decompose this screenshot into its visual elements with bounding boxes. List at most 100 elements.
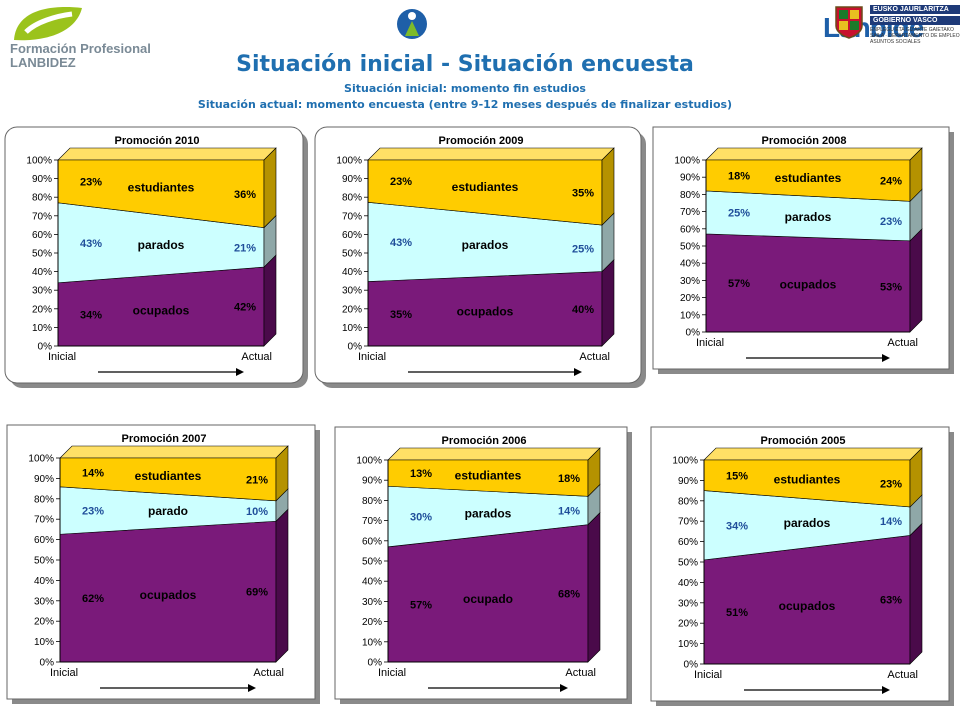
y-tick-label: 90% bbox=[342, 174, 362, 185]
series-label-parados: parados bbox=[784, 516, 831, 530]
chart-title: Promoción 2010 bbox=[115, 135, 200, 147]
gov-logo-sub: ENPLEGU ETA GIZARTE GAIETAKO SAILA · DEP… bbox=[870, 27, 960, 45]
data-label-estudiantes-actual: 36% bbox=[234, 189, 256, 201]
y-tick-label: 30% bbox=[32, 286, 52, 297]
data-label-estudiantes-actual: 24% bbox=[880, 176, 902, 188]
y-tick-label: 20% bbox=[680, 293, 700, 304]
chart-title: Promoción 2005 bbox=[761, 435, 846, 447]
arrow-right-icon bbox=[882, 354, 890, 362]
y-tick-label: 90% bbox=[678, 476, 698, 487]
x-tick-label-actual: Actual bbox=[887, 337, 918, 349]
area-top-estudiantes bbox=[705, 147, 923, 161]
area-top-estudiantes bbox=[59, 445, 289, 459]
x-tick-label-inicial: Inicial bbox=[694, 669, 722, 681]
data-label-ocupados-inicial: 62% bbox=[82, 593, 104, 605]
y-tick-label: 60% bbox=[32, 230, 52, 241]
y-tick-label: 80% bbox=[680, 190, 700, 201]
arrow-right-icon bbox=[248, 684, 256, 692]
y-tick-label: 60% bbox=[362, 536, 382, 547]
data-label-parados-inicial: 43% bbox=[390, 237, 412, 249]
y-tick-label: 50% bbox=[32, 249, 52, 260]
chart-svg: Promoción 2008 0% 10% 20% 30% 40% 50% 60% 70% 80%… bbox=[652, 126, 954, 374]
data-label-ocupados-inicial: 57% bbox=[410, 599, 432, 611]
arrow-right-icon bbox=[560, 684, 568, 692]
y-tick-label: 0% bbox=[40, 658, 55, 669]
area-side-ocupados bbox=[909, 228, 923, 333]
y-tick-label: 70% bbox=[362, 516, 382, 527]
chart-panel-2008: Promoción 2008 0% 10% 20% 30% 40% 50% 60% 70% 80%… bbox=[652, 126, 956, 376]
x-tick-label-inicial: Inicial bbox=[378, 667, 406, 679]
y-tick-label: 0% bbox=[686, 328, 701, 339]
fp-leaf-icon bbox=[14, 7, 82, 41]
series-label-parados: parados bbox=[138, 238, 185, 252]
y-tick-label: 50% bbox=[34, 556, 54, 567]
series-label-parados: parados bbox=[465, 507, 512, 521]
chart-panel-2010: Promoción 2010 0% 10% 20% 30% 40% 50% 60% 70% 80%… bbox=[4, 126, 310, 390]
area-side-ocupados bbox=[275, 508, 289, 663]
chart-title: Promoción 2008 bbox=[762, 135, 847, 147]
y-tick-label: 40% bbox=[362, 577, 382, 588]
y-tick-label: 70% bbox=[34, 515, 54, 526]
chart-panel-2009: Promoción 2009 0% 10% 20% 30% 40% 50% 60% 70% 80%… bbox=[314, 126, 648, 390]
area-side-ocupados bbox=[909, 522, 923, 665]
y-tick-label: 50% bbox=[342, 249, 362, 260]
y-tick-label: 90% bbox=[362, 476, 382, 487]
area-top-estudiantes bbox=[703, 447, 923, 461]
area-side-estudiantes bbox=[587, 447, 601, 498]
y-tick-label: 80% bbox=[342, 193, 362, 204]
y-tick-label: 100% bbox=[28, 454, 54, 465]
y-tick-label: 50% bbox=[362, 557, 382, 568]
y-tick-label: 0% bbox=[684, 660, 699, 671]
data-label-estudiantes-inicial: 15% bbox=[726, 470, 748, 482]
chart-panel-2007: Promoción 2007 0% 10% 20% 30% 40% 50% 60% 70% 80%… bbox=[6, 424, 322, 706]
data-label-estudiantes-actual: 23% bbox=[880, 478, 902, 490]
series-label-ocupados: ocupados bbox=[779, 599, 836, 613]
data-label-ocupados-actual: 68% bbox=[558, 588, 580, 600]
data-label-parados-actual: 14% bbox=[880, 516, 902, 528]
y-tick-label: 10% bbox=[680, 310, 700, 321]
y-tick-label: 20% bbox=[362, 617, 382, 628]
x-tick-label-actual: Actual bbox=[565, 667, 596, 679]
y-tick-label: 30% bbox=[678, 598, 698, 609]
series-label-ocupados: ocupados bbox=[780, 278, 837, 292]
y-tick-label: 10% bbox=[342, 323, 362, 334]
y-tick-label: 0% bbox=[38, 342, 53, 353]
y-tick-label: 90% bbox=[680, 173, 700, 184]
x-tick-label-actual: Actual bbox=[887, 669, 918, 681]
y-tick-label: 100% bbox=[356, 456, 382, 467]
y-tick-label: 30% bbox=[34, 596, 54, 607]
series-label-parados: parado bbox=[148, 504, 188, 518]
y-tick-label: 40% bbox=[34, 576, 54, 587]
y-tick-label: 40% bbox=[678, 578, 698, 589]
chart-svg: Promoción 2009 0% 10% 20% 30% 40% 50% 60% 70% 80%… bbox=[314, 126, 646, 388]
y-tick-label: 100% bbox=[672, 456, 698, 467]
y-tick-label: 100% bbox=[26, 156, 52, 167]
data-label-ocupados-actual: 63% bbox=[880, 595, 902, 607]
y-tick-label: 70% bbox=[342, 211, 362, 222]
y-tick-label: 20% bbox=[342, 304, 362, 315]
data-label-ocupados-inicial: 51% bbox=[726, 607, 748, 619]
data-label-ocupados-actual: 42% bbox=[234, 302, 256, 314]
y-tick-label: 100% bbox=[336, 156, 362, 167]
y-tick-label: 70% bbox=[680, 207, 700, 218]
chart-svg: Promoción 2005 0% 10% 20% 30% 40% 50% 60% 70% 80%… bbox=[650, 426, 954, 706]
formacion-profesional-logo: Formación Profesional LANBIDEZ bbox=[4, 2, 184, 74]
y-tick-label: 10% bbox=[34, 637, 54, 648]
y-tick-label: 0% bbox=[368, 658, 383, 669]
data-label-parados-inicial: 34% bbox=[726, 520, 748, 532]
area-side-ocupados bbox=[601, 258, 615, 347]
coat-of-arms-icon bbox=[835, 6, 863, 39]
data-label-estudiantes-inicial: 18% bbox=[728, 170, 750, 182]
data-label-estudiantes-actual: 35% bbox=[572, 188, 594, 200]
y-tick-label: 80% bbox=[362, 496, 382, 507]
data-label-estudiantes-actual: 21% bbox=[246, 474, 268, 486]
data-label-parados-actual: 10% bbox=[246, 506, 268, 518]
arrow-right-icon bbox=[574, 368, 582, 376]
y-tick-label: 90% bbox=[34, 474, 54, 485]
y-tick-label: 20% bbox=[678, 619, 698, 630]
chart-svg: Promoción 2010 0% 10% 20% 30% 40% 50% 60% 70% 80%… bbox=[4, 126, 308, 388]
data-label-estudiantes-actual: 18% bbox=[558, 473, 580, 485]
arrow-right-icon bbox=[236, 368, 244, 376]
x-tick-label-inicial: Inicial bbox=[696, 337, 724, 349]
area-top-estudiantes bbox=[387, 447, 601, 461]
